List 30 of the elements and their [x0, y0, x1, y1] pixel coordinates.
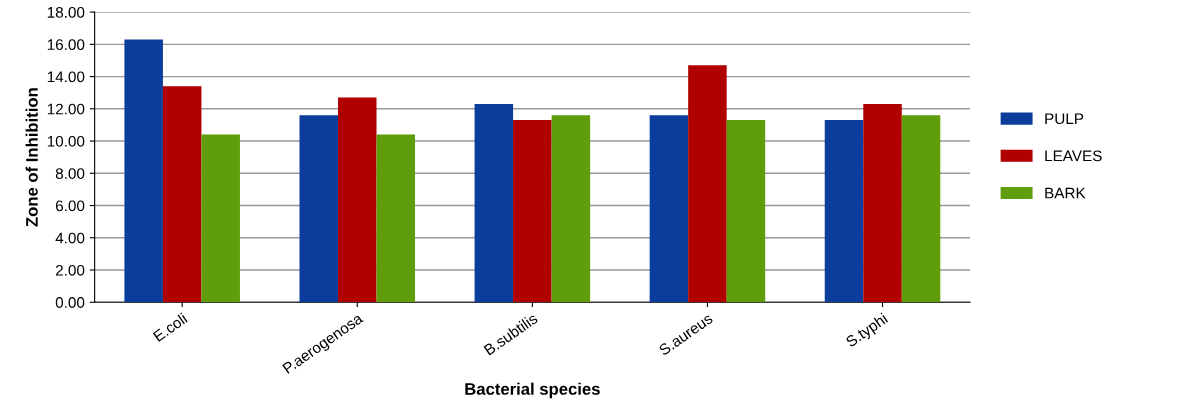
legend-label: PULP	[1045, 113, 1084, 125]
bar	[649, 115, 689, 303]
bar	[688, 65, 727, 303]
legend-label: BARK	[1045, 187, 1086, 199]
bar	[901, 115, 941, 303]
bar	[124, 39, 163, 303]
y-tick-label: 2.00	[55, 264, 85, 276]
bar	[338, 97, 377, 303]
bar	[162, 86, 202, 303]
y-tick-label: 8.00	[55, 168, 85, 179]
y-tick-label: 18.00	[47, 6, 85, 18]
bar	[201, 134, 240, 303]
bar	[376, 134, 416, 303]
y-axis-title: Zone of Inhibition	[25, 88, 38, 227]
y-tick-label: 12.00	[47, 103, 85, 115]
y-tick-label: 16.00	[47, 39, 85, 51]
y-tick-label: 10.00	[47, 135, 85, 147]
bar	[824, 120, 864, 303]
bar	[863, 103, 902, 303]
bar	[513, 120, 552, 303]
y-tick-label: 6.00	[55, 200, 85, 212]
bar	[551, 115, 591, 303]
bar	[299, 115, 339, 303]
y-tick-label: 0.00	[55, 297, 85, 308]
bar	[726, 120, 766, 303]
y-tick-label: 14.00	[47, 71, 85, 83]
x-axis-title: Bacterial species	[465, 382, 600, 399]
y-tick-label: 4.00	[55, 232, 85, 244]
legend-label: LEAVES	[1045, 150, 1102, 162]
bar	[474, 103, 514, 303]
